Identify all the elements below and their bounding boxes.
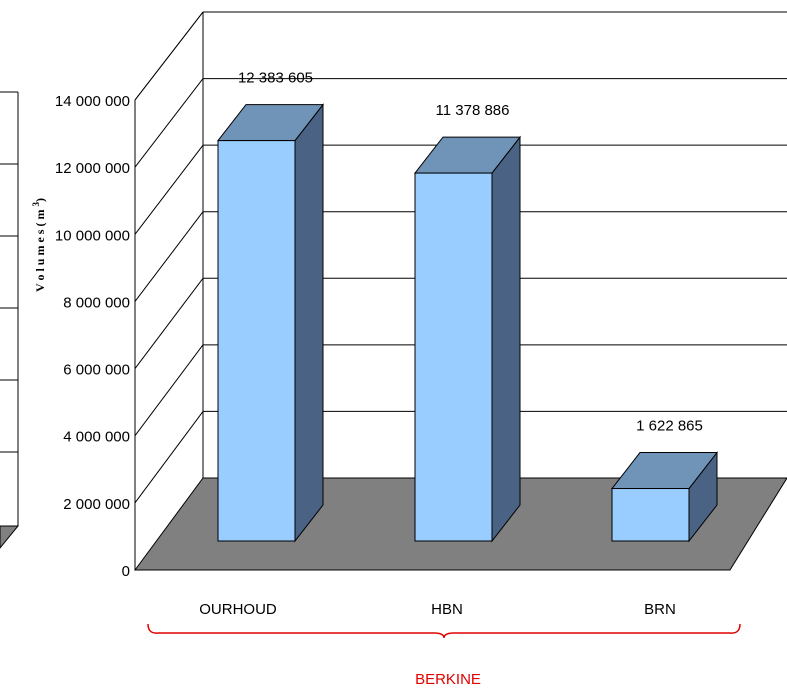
data-label: 11 378 886 xyxy=(436,102,510,119)
gridline-side-3 xyxy=(134,277,204,369)
bar-front xyxy=(611,488,690,542)
bar-side xyxy=(491,135,521,543)
y-tick-label: 2 000 000 xyxy=(63,496,130,513)
data-labels: 12 383 605 11 378 886 1 622 865 xyxy=(238,70,703,435)
adjacent-chart-fragment xyxy=(0,91,20,549)
bar-ourhoud xyxy=(216,103,325,543)
gridline-side-7 xyxy=(134,11,204,101)
y-tick-labels: 0 2 000 000 4 000 000 6 000 000 8 000 000 10 … xyxy=(55,93,130,580)
gridline-side-2 xyxy=(134,344,204,437)
y-axis-label: V o l u m e s ( m 3) xyxy=(31,198,47,292)
category-label: OURHOUD xyxy=(199,601,277,618)
category-labels: OURHOUD HBN BRN xyxy=(199,601,676,618)
category-label: BRN xyxy=(644,601,676,618)
y-tick-label: 4 000 000 xyxy=(63,429,130,446)
bar-brn xyxy=(610,451,719,543)
y-axis-title: V o l u m e s ( m 3) xyxy=(31,198,47,292)
gridline-side-1 xyxy=(134,411,204,504)
y-tick-label: 14 000 000 xyxy=(55,93,130,110)
y-axis-close: ) xyxy=(33,198,47,202)
bar-hbn xyxy=(413,135,522,543)
group-label: BERKINE xyxy=(415,671,481,688)
gridline-side-6 xyxy=(134,78,204,168)
fragment-floor xyxy=(0,525,20,549)
y-tick-label: 10 000 000 xyxy=(55,227,130,244)
y-tick-label: 8 000 000 xyxy=(63,294,130,311)
bars xyxy=(216,103,719,543)
data-label: 12 383 605 xyxy=(238,70,313,87)
category-label: HBN xyxy=(431,601,463,618)
gridline-side-4 xyxy=(134,211,204,302)
y-axis-superscript: 3 xyxy=(31,202,41,207)
bar-front xyxy=(414,172,493,542)
group-brace xyxy=(147,623,741,639)
bar-side xyxy=(294,103,324,543)
y-tick-label: 6 000 000 xyxy=(63,362,130,379)
gridline-side-5 xyxy=(134,144,204,235)
y-tick-label: 0 xyxy=(122,563,130,580)
bar-front xyxy=(217,140,296,542)
data-label: 1 622 865 xyxy=(636,418,703,435)
y-tick-label: 12 000 000 xyxy=(55,160,130,177)
